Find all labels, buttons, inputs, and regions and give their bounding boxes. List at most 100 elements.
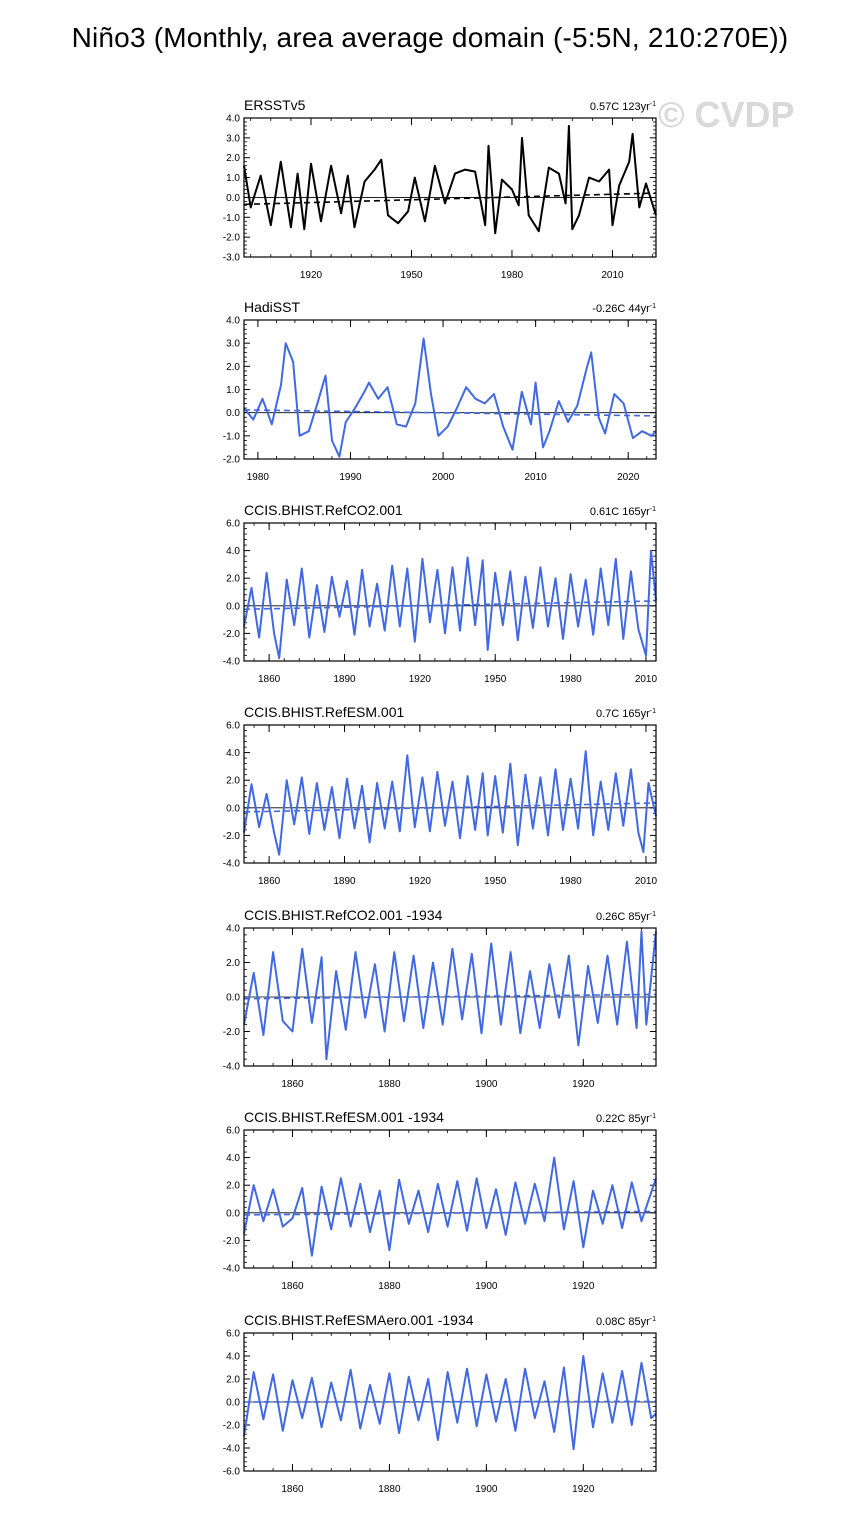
y-tick-label: 0.0 [226,993,240,1004]
y-tick-label: -3.0 [223,253,241,264]
trend-line [243,600,657,611]
x-tick-label: 2010 [635,674,658,685]
y-tick-label: 0.0 [226,1398,240,1409]
x-tick-label: 1920 [572,1484,595,1495]
x-tick-label: 1920 [409,876,432,887]
x-tick-label: 1980 [559,674,582,685]
y-tick-label: -6.0 [223,1467,241,1478]
trend-line [243,802,657,813]
plot-frame [243,117,657,258]
series-line [243,750,657,856]
x-tick-label: 2000 [432,472,455,483]
x-tick-label: 1920 [300,270,323,281]
y-tick-label: -1.0 [223,431,241,442]
trend-line [243,993,657,1000]
x-tick-label: 1880 [378,1281,401,1292]
x-tick-label: 1900 [475,1281,498,1292]
trend-exponent: -1 [650,1316,656,1323]
panel-title: CCIS.BHIST.RefCO2.001 -1934 [244,907,443,923]
x-tick-label: 1920 [409,674,432,685]
panel-title: HadiSST [244,299,300,315]
y-tick-label: 0.0 [226,408,240,419]
trend-label: 0.26C 85yr-1 [596,911,656,923]
panel-title: CCIS.BHIST.RefESM.001 [244,704,404,720]
trend-line [243,192,657,206]
chart-panel-1: ERSSTv5 0.57C 123yr-1 -3.0 -2.0 -1.0 0.0 1.0 2.… [223,97,657,281]
trend-exponent: -1 [650,101,656,108]
y-tick-label: 0.0 [226,193,240,204]
y-tick-label: 1.0 [226,385,240,396]
y-tick-label: 2.0 [226,776,240,787]
chart-panel-4: CCIS.BHIST.RefESM.001 0.7C 165yr-1 -4.0 -2.… [223,704,658,887]
y-tick-label: 0.0 [226,601,240,612]
x-tick-label: 1860 [281,1484,304,1495]
x-tick-label: 1860 [258,674,281,685]
y-tick-label: 0.0 [226,803,240,814]
panel-title: ERSSTv5 [244,97,306,113]
chart-panel-2: HadiSST -0.26C 44yr-1 -2.0 -1.0 0.0 1.0 2.0 3.0… [223,299,657,483]
y-tick-label: 1.0 [226,173,240,184]
x-tick-label: 1890 [333,876,356,887]
y-tick-label: 0.0 [226,1208,240,1219]
chart-panel-5: CCIS.BHIST.RefCO2.001 -1934 0.26C 85yr-1-… [223,907,657,1090]
x-tick-label: 1860 [281,1079,304,1090]
trend-label: -0.26C 44yr-1 [592,303,656,315]
trend-exponent: -1 [650,506,656,513]
y-tick-label: 6.0 [226,1126,240,1137]
trend-line [243,409,657,417]
y-tick-label: -4.0 [223,1062,241,1073]
series-line [243,930,657,1061]
y-tick-label: -2.0 [223,1027,241,1038]
y-tick-label: 6.0 [226,721,240,732]
x-tick-label: 1980 [501,270,524,281]
trend-label: 0.08C 85yr-1 [596,1316,656,1328]
y-tick-label: 2.0 [226,362,240,373]
trend-exponent: -1 [650,708,656,715]
y-tick-label: 2.0 [226,1181,240,1192]
y-tick-label: 2.0 [226,153,240,164]
trend-exponent: -1 [650,1113,656,1120]
y-tick-label: 2.0 [226,574,240,585]
y-tick-label: 3.0 [226,133,240,144]
y-tick-label: 2.0 [226,958,240,969]
series-line [243,337,657,458]
series-line [243,1355,657,1451]
x-tick-label: 1980 [559,876,582,887]
chart-panel-7: CCIS.BHIST.RefESMAero.001 -1934 0.08C 85y… [223,1312,657,1495]
y-tick-label: 4.0 [226,1153,240,1164]
figure-title: Niño3 (Monthly, area average domain (-5:… [71,22,789,53]
x-tick-label: 1950 [484,876,507,887]
x-tick-label: 1990 [339,472,362,483]
chart-panel-3: CCIS.BHIST.RefCO2.001 0.61C 165yr-1 -4.0 -2… [223,502,658,685]
plot-frame [243,724,657,864]
x-tick-label: 1920 [572,1281,595,1292]
x-tick-label: 1880 [378,1079,401,1090]
y-tick-label: 6.0 [226,1329,240,1340]
x-tick-label: 1860 [281,1281,304,1292]
y-tick-label: 6.0 [226,519,240,530]
plot-frame [243,319,657,460]
x-tick-label: 1950 [484,674,507,685]
trend-line [243,1400,657,1403]
series-line [243,1156,657,1257]
chart-panel-6: CCIS.BHIST.RefESM.001 -1934 0.22C 85yr-1-… [223,1109,657,1292]
y-tick-label: 4.0 [226,316,240,327]
y-tick-label: -4.0 [223,1264,241,1275]
x-tick-label: 1900 [475,1079,498,1090]
trend-label: 0.61C 165yr-1 [590,506,656,518]
x-tick-label: 2010 [525,472,548,483]
trend-label: 0.57C 123yr-1 [590,101,656,113]
panel-title: CCIS.BHIST.RefESMAero.001 -1934 [244,1312,474,1328]
panel-title: CCIS.BHIST.RefESM.001 -1934 [244,1109,444,1125]
x-tick-label: 2010 [601,270,624,281]
y-tick-label: 4.0 [226,114,240,125]
plot-frame [243,1129,657,1269]
trend-exponent: -1 [650,303,656,310]
y-tick-label: 3.0 [226,339,240,350]
y-tick-label: -4.0 [223,1444,241,1455]
trend-exponent: -1 [650,911,656,918]
plot-frame [243,1332,657,1472]
y-tick-label: -4.0 [223,657,241,668]
trend-label: 0.22C 85yr-1 [596,1113,656,1125]
